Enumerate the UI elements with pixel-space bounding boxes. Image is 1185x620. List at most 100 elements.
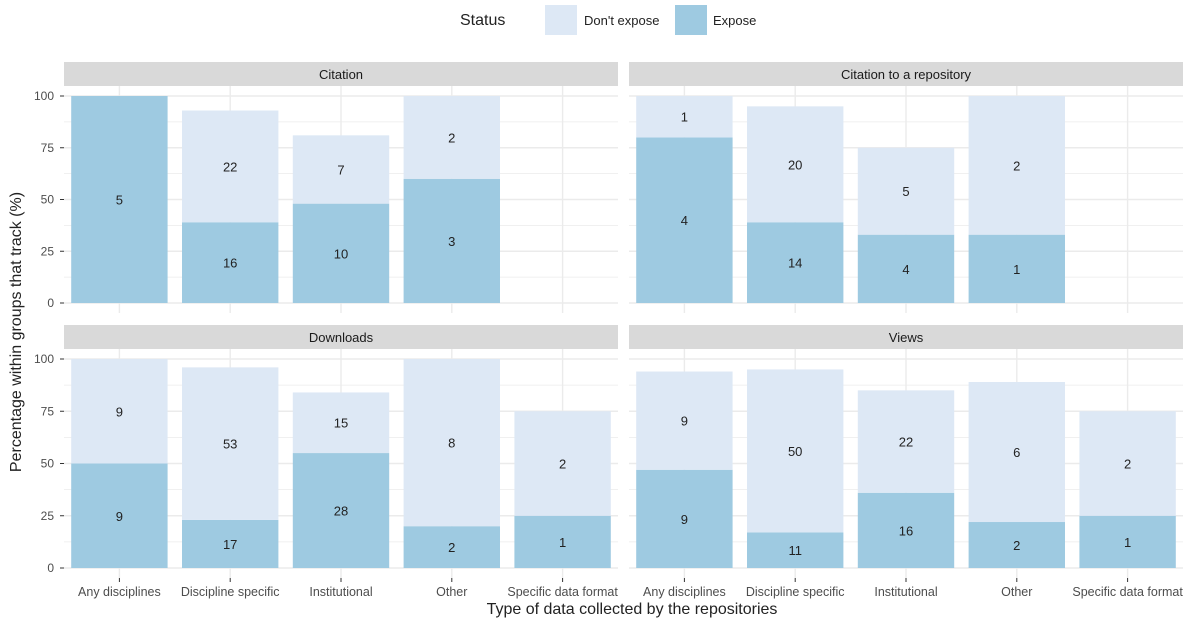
legend-swatch-dont-expose — [545, 5, 577, 35]
bar-dont-expose — [71, 359, 168, 464]
bar-dont-expose — [182, 110, 279, 223]
facet-title: Downloads — [309, 330, 374, 345]
bar-label-expose: 1 — [559, 535, 566, 550]
y-tick-label: 100 — [34, 352, 54, 366]
bar-expose — [182, 222, 279, 303]
bar-expose — [403, 178, 500, 303]
bar-label-expose: 1 — [1013, 262, 1020, 277]
bar-expose — [857, 492, 955, 568]
bar-label-dont-expose: 2 — [559, 457, 566, 472]
bar-dont-expose — [636, 96, 733, 138]
y-tick-label: 50 — [41, 457, 55, 471]
x-tick-label: Any disciplines — [78, 585, 161, 599]
x-tick-label: Specific data format — [1072, 585, 1183, 599]
y-tick-label: 75 — [41, 404, 55, 418]
y-tick-label: 0 — [47, 561, 54, 575]
x-tick-label: Institutional — [309, 585, 372, 599]
bar-dont-expose — [292, 135, 390, 204]
bar-label-expose: 2 — [448, 540, 455, 555]
bar-expose — [747, 222, 844, 303]
facet-strip — [629, 325, 1183, 349]
bar-expose — [636, 137, 733, 303]
panel-citation-to-a-repository: Citation to a repository 4 1 14 20 4 5 1 2 — [629, 62, 1183, 313]
bar-dont-expose — [857, 147, 955, 235]
legend-swatch-expose — [675, 5, 707, 35]
facet-strip — [64, 62, 618, 86]
bar-label-dont-expose: 6 — [1013, 445, 1020, 460]
bar-label-dont-expose: 5 — [902, 184, 909, 199]
bar-dont-expose — [747, 369, 844, 533]
bar-expose — [71, 463, 168, 568]
bar-expose — [1079, 515, 1176, 568]
bar-expose — [514, 515, 611, 568]
bar-dont-expose — [636, 371, 733, 470]
legend-label-dont-expose: Don't expose — [584, 13, 659, 28]
bar-dont-expose — [857, 390, 955, 493]
bar-label-expose: 17 — [223, 537, 237, 552]
bar-label-expose: 11 — [788, 543, 802, 558]
bar-expose — [636, 469, 733, 568]
bar-dont-expose — [514, 411, 611, 516]
bar-expose — [292, 453, 390, 568]
legend-label-expose: Expose — [713, 13, 756, 28]
x-tick-label: Specific data format — [507, 585, 618, 599]
y-tick-label: 75 — [41, 141, 55, 155]
bar-label-dont-expose: 9 — [681, 414, 688, 429]
y-tick-label: 25 — [41, 509, 55, 523]
bar-label-expose: 14 — [788, 256, 802, 271]
bar-label-expose: 16 — [899, 523, 913, 538]
bar-label-dont-expose: 2 — [1124, 457, 1131, 472]
bar-label-expose: 4 — [681, 213, 688, 228]
bar-label-expose: 10 — [334, 246, 348, 261]
bar-expose — [857, 234, 955, 303]
bar-expose — [292, 203, 390, 303]
bar-label-dont-expose: 2 — [1013, 158, 1020, 173]
bar-dont-expose — [968, 381, 1065, 523]
legend-title: Status — [460, 12, 505, 29]
x-tick-label: Discipline specific — [746, 585, 845, 599]
facet-title: Citation — [319, 67, 363, 82]
bar-label-expose: 3 — [448, 234, 455, 249]
bar-dont-expose — [747, 106, 844, 223]
bar-label-expose: 5 — [116, 193, 123, 208]
x-tick-label: Any disciplines — [643, 585, 726, 599]
bar-dont-expose — [292, 392, 390, 454]
x-tick-label: Other — [1001, 585, 1032, 599]
bar-dont-expose — [182, 367, 279, 520]
bar-label-dont-expose: 22 — [899, 435, 913, 450]
y-tick-label: 25 — [41, 244, 55, 258]
bar-label-dont-expose: 1 — [681, 110, 688, 125]
bar-label-dont-expose: 53 — [223, 437, 237, 452]
x-tick-label: Institutional — [874, 585, 937, 599]
bar-label-expose: 16 — [223, 256, 237, 271]
bar-expose — [968, 234, 1065, 303]
bar-label-expose: 2 — [1013, 538, 1020, 553]
bar-expose — [747, 532, 844, 568]
bar-label-dont-expose: 20 — [788, 157, 802, 172]
bar-expose — [403, 526, 500, 568]
facet-title: Citation to a repository — [841, 67, 972, 82]
y-axis-title: Percentage within groups that track (%) — [8, 192, 25, 472]
y-tick-label: 50 — [41, 193, 55, 207]
bar-label-dont-expose: 15 — [334, 416, 348, 431]
bar-expose — [71, 96, 168, 303]
legend: Status Don't expose Expose — [460, 5, 756, 35]
bar-label-expose: 4 — [902, 262, 909, 277]
facet-title: Views — [889, 330, 924, 345]
bar-label-dont-expose: 7 — [337, 162, 344, 177]
bar-label-dont-expose: 9 — [116, 404, 123, 419]
bar-label-expose: 1 — [1124, 535, 1131, 550]
bar-dont-expose — [968, 96, 1065, 235]
x-tick-label: Other — [436, 585, 467, 599]
bar-label-dont-expose: 8 — [448, 436, 455, 451]
y-tick-label: 100 — [34, 89, 54, 103]
bar-label-dont-expose: 22 — [223, 159, 237, 174]
bar-label-expose: 28 — [334, 504, 348, 519]
bar-expose — [968, 522, 1065, 568]
bar-dont-expose — [403, 359, 500, 527]
y-tick-label: 0 — [47, 296, 54, 310]
